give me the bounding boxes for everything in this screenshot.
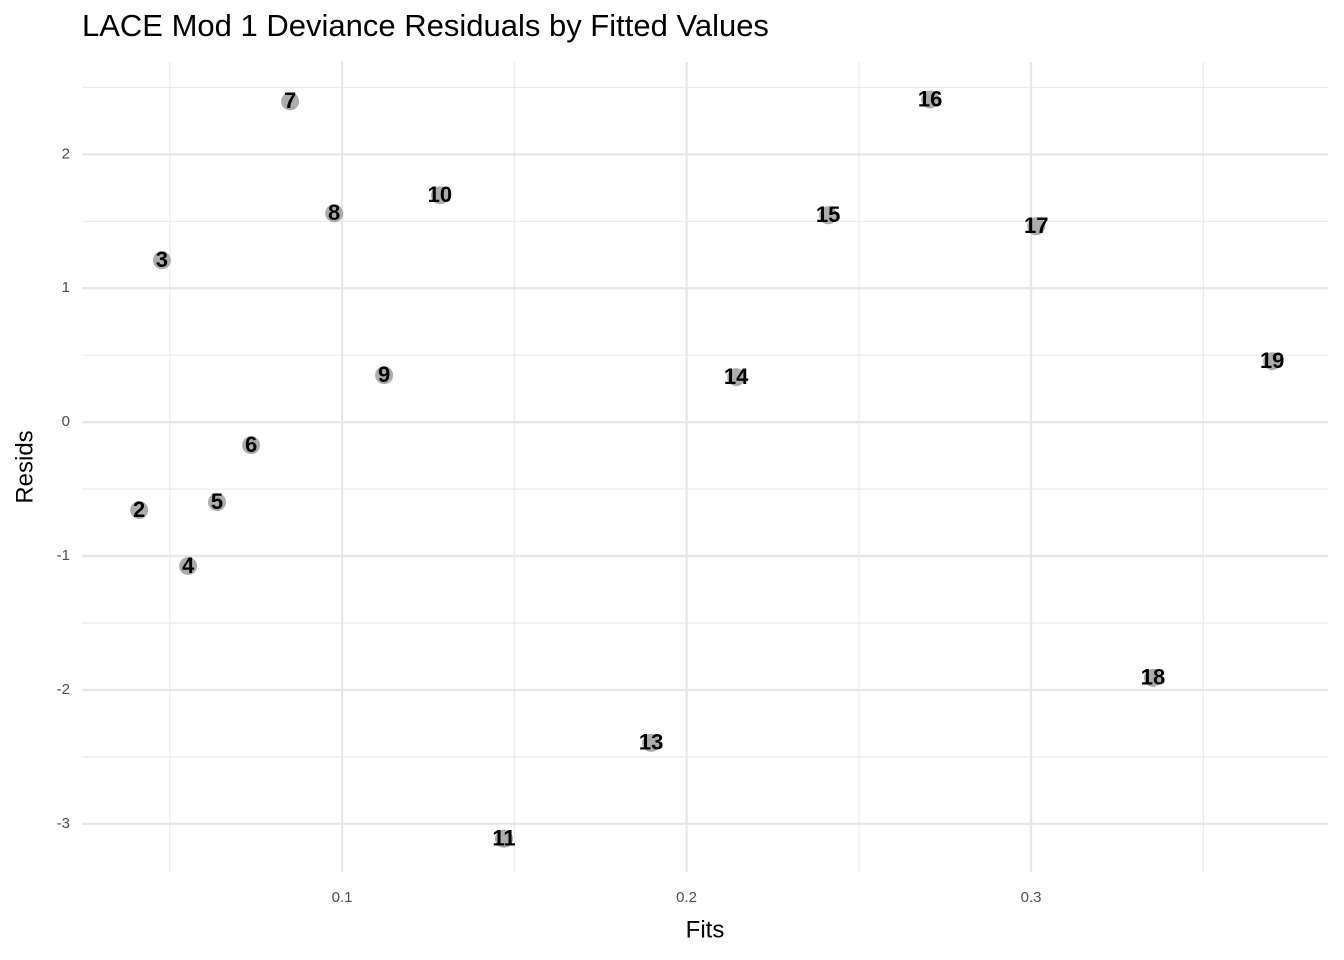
point-label: 6 [245,432,257,457]
y-tick-label: 0 [62,413,70,430]
y-tick-label: -3 [57,815,70,832]
point-label: 13 [639,730,663,755]
point-label: 4 [182,553,195,578]
y-tick-label: 1 [62,279,70,296]
point-label: 15 [816,202,840,227]
point-label: 14 [724,364,749,389]
point-label: 10 [428,182,452,207]
point-label: 19 [1260,348,1284,373]
point-label: 9 [378,362,390,387]
point-label: 3 [156,247,168,272]
point [1263,352,1282,371]
point-label: 8 [328,200,340,225]
point [494,829,513,848]
y-tick-label: -2 [57,681,70,698]
y-tick-label: 2 [62,145,70,162]
point [242,436,261,455]
chart-title: LACE Mod 1 Deviance Residuals by Fitted … [82,8,769,43]
point [325,204,344,223]
x-tick-label: 0.1 [332,889,353,906]
point [152,251,171,270]
point [375,366,394,385]
point [281,92,300,111]
point-label: 7 [284,88,296,113]
point [208,493,227,512]
point-label: 11 [492,826,515,851]
point [179,557,198,576]
point [819,206,838,225]
point [1144,668,1163,687]
point-label: 18 [1141,665,1165,690]
point-label: 5 [211,489,223,514]
point-label: 17 [1024,213,1048,238]
point [642,733,661,752]
point [1027,217,1046,236]
y-axis-title: Resids [11,430,38,503]
x-tick-label: 0.2 [676,889,697,906]
point [921,90,940,109]
x-tick-label: 0.3 [1021,889,1042,906]
y-tick-label: -1 [57,547,70,564]
point [430,186,449,205]
point-label: 16 [918,86,942,111]
x-axis-title: Fits [686,916,725,943]
point-label: 2 [133,497,145,522]
point [130,501,149,520]
point [727,368,746,387]
